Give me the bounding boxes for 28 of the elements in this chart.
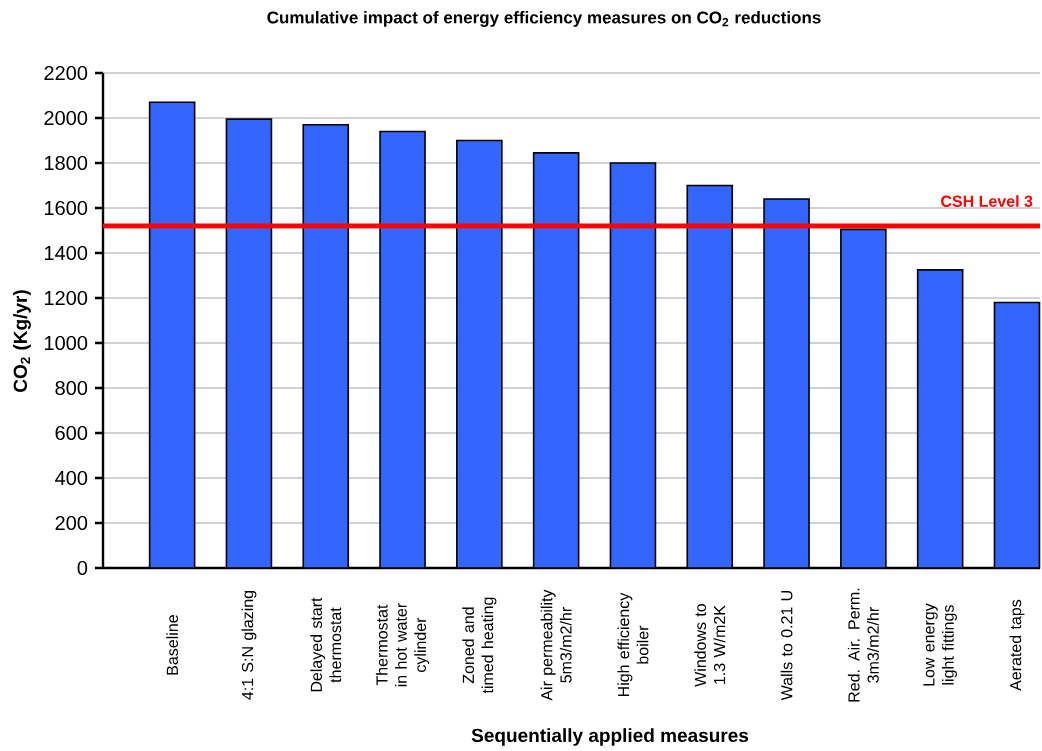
x-tick-label: Zoned and timed heating [462,597,497,694]
y-tick-label: 600 [55,425,88,441]
y-tick-label: 0 [77,560,88,576]
y-tick-label: 200 [55,515,88,531]
x-tick-label: Delayed start thermostat [310,597,342,692]
x-tick-label: Thermostat in hot water cylinder [375,603,430,687]
y-tick-label: 800 [55,380,88,396]
x-tick-label: Aerated taps [1009,599,1025,691]
y-tick-label: 1400 [44,245,88,261]
y-tick-label: 1800 [44,155,88,171]
y-tick-label: 2000 [44,110,88,126]
x-tick-label: Red. Air. Perm. 3m3/m2/hr [847,588,879,702]
x-tick-label: Air permeability 5m3/m2/hr [540,589,572,701]
y-axis-title: CO$_{2}$ (Kg/yr) [13,290,31,392]
y-tick-label: 1200 [44,290,88,306]
y-tick-label: 400 [55,470,88,486]
x-tick-label: Baseline [166,615,179,675]
x-tick-label: Walls to 0.21 U [780,591,793,701]
chart-title: Cumulative impact of energy efficiency measures on CO$_{2}$ reductions [267,11,821,27]
x-axis-title: Sequentially applied measures [471,728,749,746]
x-tick-label: High efficiency boiler [617,592,649,697]
x-tick-label: Windows to 1.3 W/m2K [694,603,726,687]
y-tick-label: 2200 [44,65,88,81]
y-tick-label: 1000 [44,335,88,351]
y-tick-label: 1600 [44,200,88,216]
x-tick-label: Low energy light fittings [923,603,957,686]
x-tick-label: 4:1 S:N glazing [241,590,257,700]
ref-line-label: CSH Level 3 [941,195,1033,207]
